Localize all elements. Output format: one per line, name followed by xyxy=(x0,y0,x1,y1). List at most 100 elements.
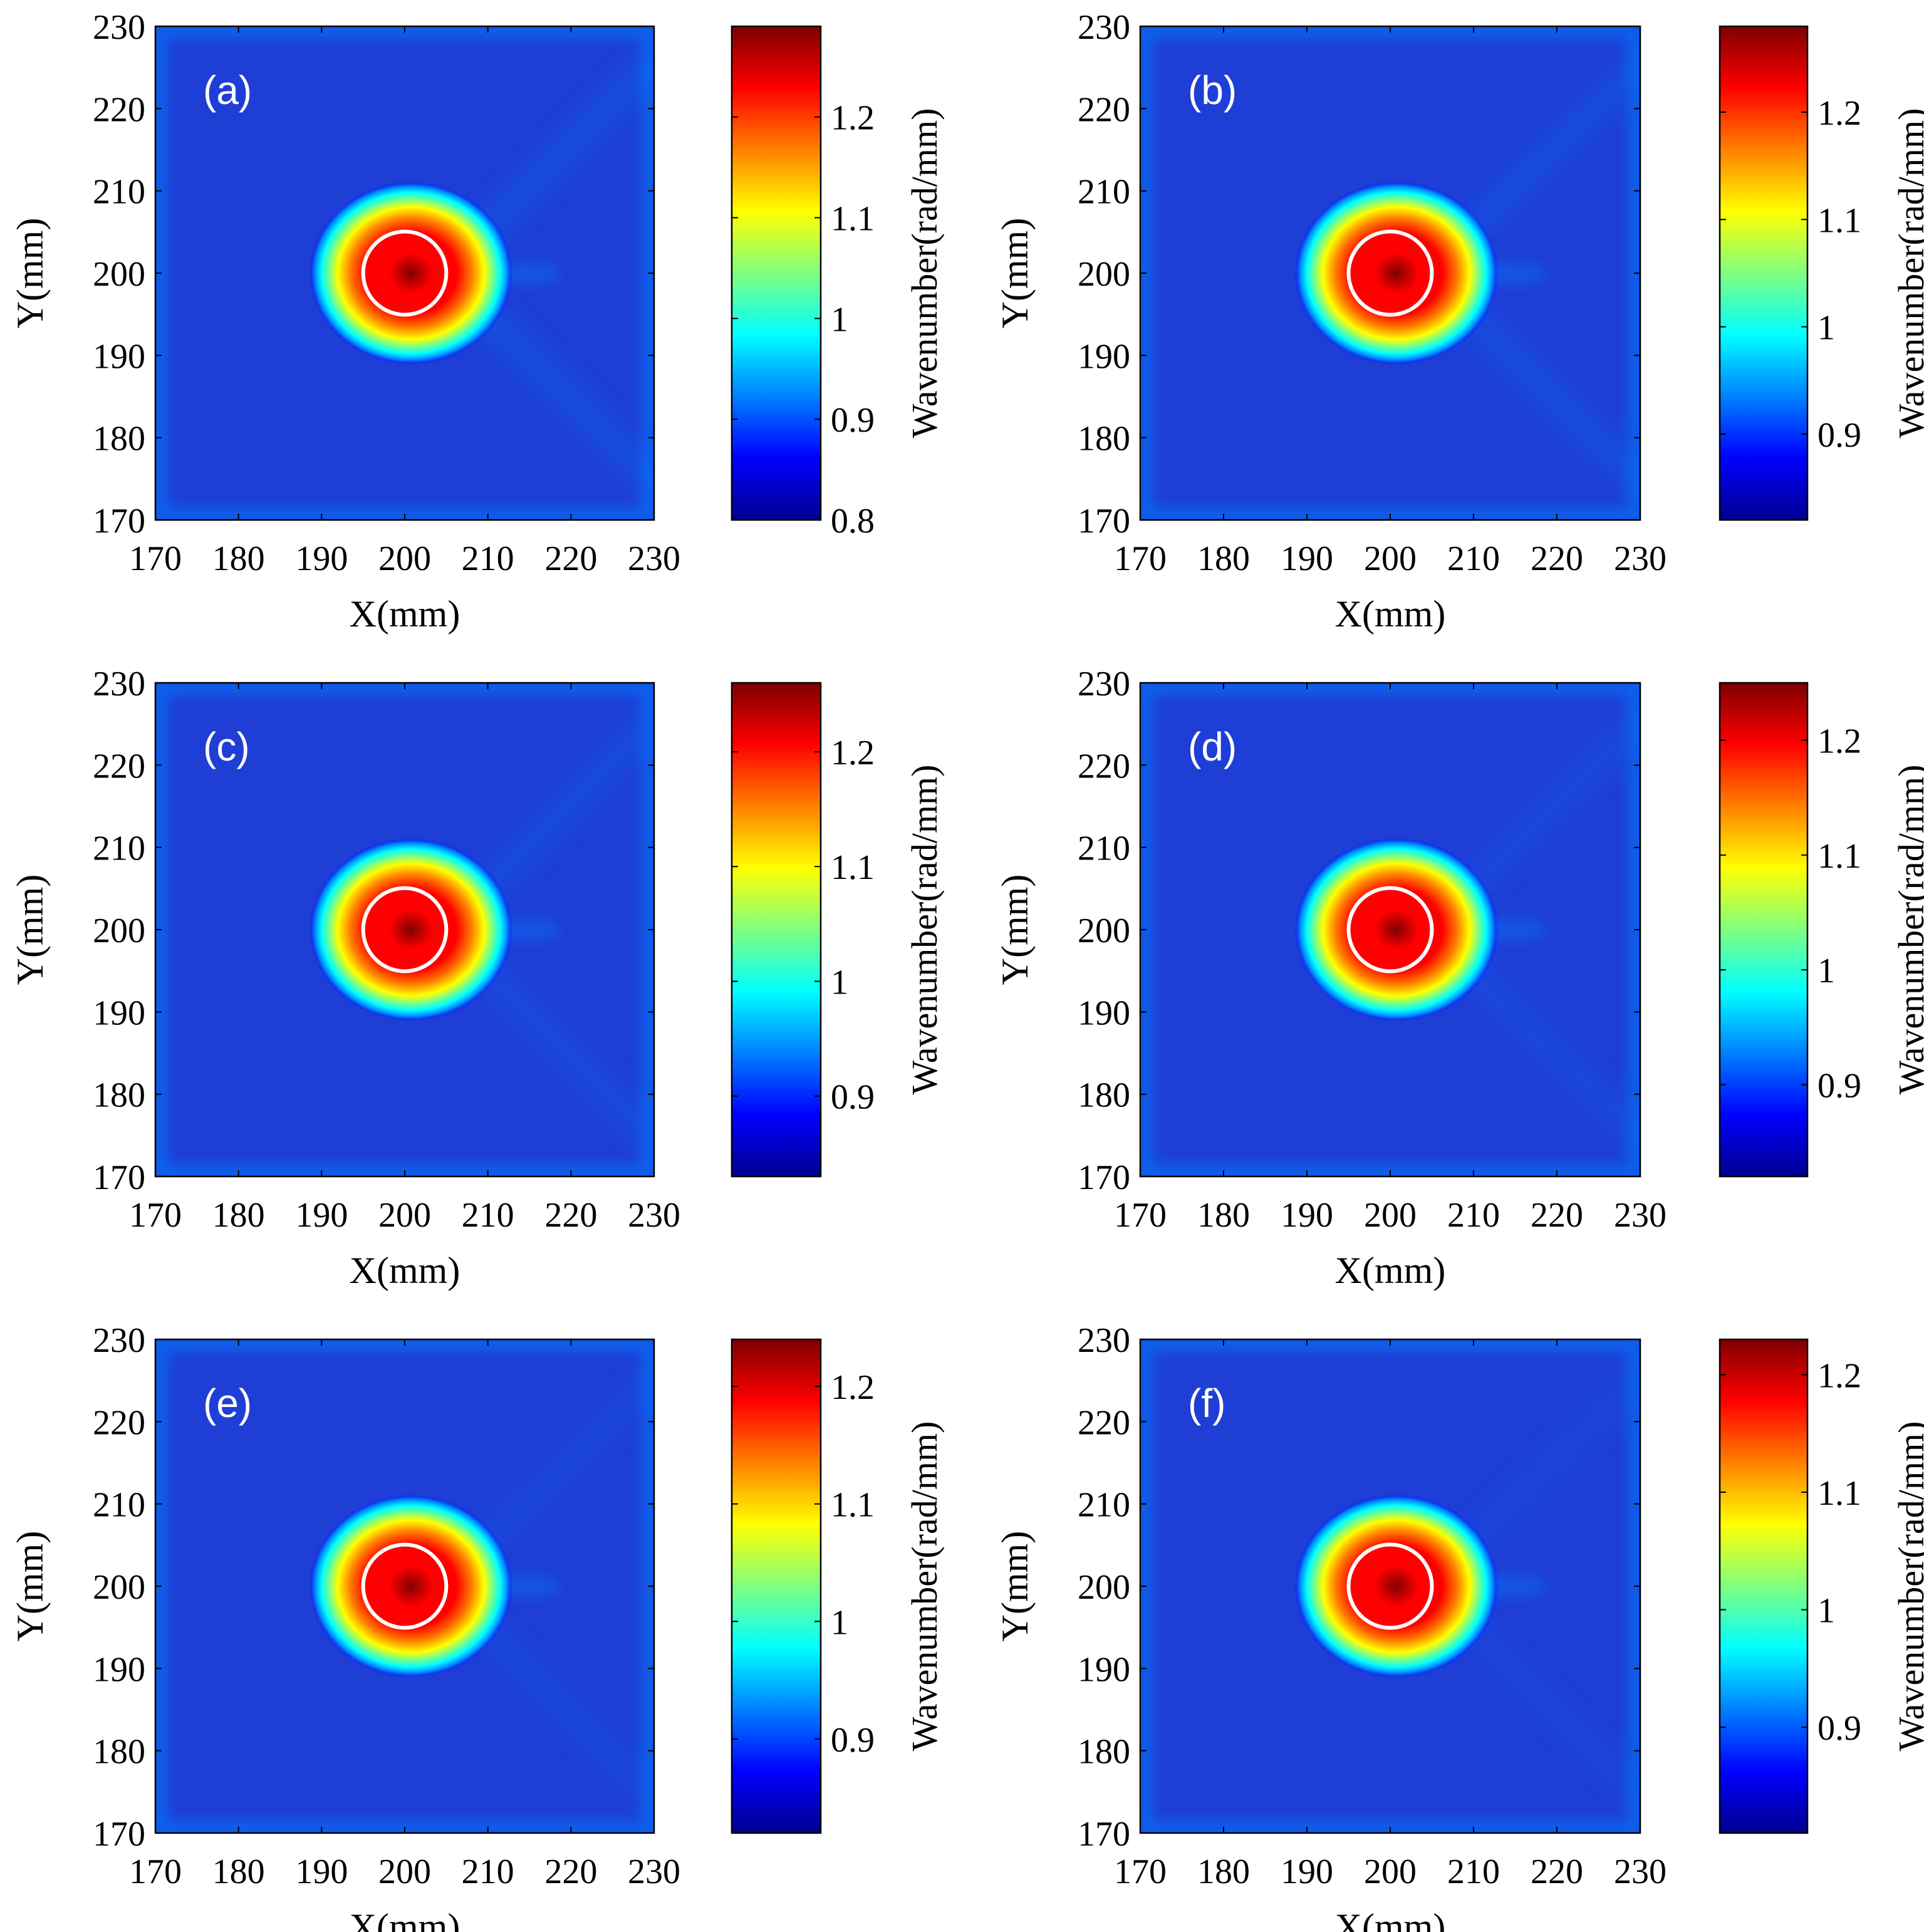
y-axis-label: Y(mm) xyxy=(9,1531,51,1642)
y-tick-label: 180 xyxy=(1078,1076,1130,1115)
x-tick-label: 170 xyxy=(1114,1852,1167,1891)
x-tick-label: 190 xyxy=(1281,1196,1333,1235)
panel-label: (b) xyxy=(1188,68,1237,113)
hotspot xyxy=(1294,181,1499,365)
x-tick-label: 230 xyxy=(1614,1196,1667,1235)
x-tick-label: 200 xyxy=(378,1196,431,1235)
colorbar-tick-label: 1 xyxy=(831,300,848,339)
x-tick-label: 230 xyxy=(628,1196,680,1235)
colorbar-label: Wavenumber(rad/mm) xyxy=(1891,1421,1924,1752)
defect-circle-marker xyxy=(1346,1542,1434,1630)
x-tick-label: 210 xyxy=(1447,1196,1500,1235)
colorbar-tick-label: 1 xyxy=(831,963,848,1002)
defect-circle-marker xyxy=(1346,886,1434,974)
x-tick-label: 220 xyxy=(544,1852,597,1891)
x-axis-label: X(mm) xyxy=(350,1250,460,1291)
x-tick-label: 170 xyxy=(129,539,182,578)
y-tick-label: 220 xyxy=(93,747,145,786)
x-tick-label: 200 xyxy=(1364,1196,1417,1235)
x-tick-label: 180 xyxy=(212,1852,265,1891)
colorbar-tick-label: 1.1 xyxy=(831,848,875,887)
y-tick-label: 170 xyxy=(93,502,145,541)
colorbar-tick-label: 0.9 xyxy=(831,401,875,440)
y-tick-label: 210 xyxy=(93,173,145,212)
y-axis-label: Y(mm) xyxy=(994,1531,1036,1642)
x-tick-label: 200 xyxy=(378,1852,431,1891)
y-tick-label: 210 xyxy=(93,1486,145,1525)
x-tick-label: 190 xyxy=(1281,1852,1333,1891)
heatmap-field xyxy=(1140,26,1640,520)
colorbar-frame xyxy=(731,25,822,521)
y-tick-label: 200 xyxy=(1078,255,1130,294)
colorbar-frame xyxy=(1719,25,1809,521)
x-tick-label: 170 xyxy=(1114,539,1167,578)
colorbar-gradient xyxy=(732,26,821,520)
y-tick-label: 230 xyxy=(93,1321,145,1360)
colorbar: 0.8 0.9 1 1.1 1.2 Wavenumber(rad/mm) xyxy=(731,25,945,541)
y-tick-label: 210 xyxy=(93,829,145,868)
colorbar-label: Wavenumber(rad/mm) xyxy=(904,765,945,1095)
defect-circle-marker xyxy=(361,886,449,974)
colorbar-label: Wavenumber(rad/mm) xyxy=(1891,765,1924,1095)
colorbar: 0.9 1 1.1 1.2 Wavenumber(rad/mm) xyxy=(1719,25,1924,521)
y-tick-label: 210 xyxy=(1078,1486,1130,1525)
colorbar: 0.9 1 1.1 1.2 Wavenumber(rad/mm) xyxy=(1719,1338,1924,1834)
panel-label: (e) xyxy=(203,1381,252,1426)
y-axis-label: Y(mm) xyxy=(994,218,1036,329)
colorbar-frame xyxy=(731,682,822,1178)
colorbar-tick-label: 0.9 xyxy=(1817,1066,1861,1105)
colorbar-tick-label: 1.2 xyxy=(1817,722,1861,761)
x-tick-label: 180 xyxy=(212,1196,265,1235)
x-tick-label: 200 xyxy=(378,539,431,578)
y-tick-label: 190 xyxy=(1078,994,1130,1032)
panel-label: (d) xyxy=(1188,724,1237,769)
x-axis-label: X(mm) xyxy=(1335,593,1446,635)
colorbar-tick-label: 1.2 xyxy=(1817,1356,1861,1395)
defect-circle-marker xyxy=(1346,229,1434,317)
colorbar-frame xyxy=(731,1338,822,1834)
x-tick-label: 170 xyxy=(129,1852,182,1891)
y-axis-label: Y(mm) xyxy=(9,875,51,985)
y-tick-label: 220 xyxy=(1078,90,1130,129)
colorbar-tick-label: 1.1 xyxy=(1817,201,1861,240)
y-tick-label: 180 xyxy=(93,1733,145,1772)
x-tick-label: 230 xyxy=(628,539,680,578)
y-tick-label: 210 xyxy=(1078,829,1130,868)
chart-panel: 170 180 190 200 210 220 230 170 180 190 200 210 220 2… xyxy=(994,8,1924,635)
panel-label: (f) xyxy=(1188,1381,1225,1426)
x-axis-label: X(mm) xyxy=(350,1906,460,1932)
y-tick-label: 230 xyxy=(1078,1321,1130,1360)
x-tick-label: 180 xyxy=(1197,539,1250,578)
x-tick-label: 220 xyxy=(1531,539,1583,578)
colorbar-gradient xyxy=(1720,26,1807,520)
hotspot xyxy=(309,1494,513,1678)
colorbar-label: Wavenumber(rad/mm) xyxy=(904,108,945,439)
panel-label: (a) xyxy=(203,68,252,113)
panel-label: (c) xyxy=(203,724,250,769)
x-tick-label: 210 xyxy=(1447,539,1500,578)
x-tick-label: 210 xyxy=(462,1196,514,1235)
chart-panel: 170 180 190 200 210 220 230 170 180 190 200 210 220 2… xyxy=(994,665,1924,1291)
y-tick-label: 210 xyxy=(1078,173,1130,212)
y-tick-label: 180 xyxy=(1078,1733,1130,1772)
colorbar-tick-label: 1.2 xyxy=(831,734,875,772)
colorbar-tick-label: 1.2 xyxy=(831,99,875,138)
y-tick-label: 220 xyxy=(1078,1403,1130,1442)
x-tick-label: 190 xyxy=(295,539,348,578)
x-tick-label: 220 xyxy=(544,539,597,578)
panels: 170 180 190 200 210 220 230 170 180 190 200 210 220 2… xyxy=(9,8,1924,1932)
colorbar-gradient xyxy=(732,683,821,1176)
colorbar-label: Wavenumber(rad/mm) xyxy=(1891,108,1924,439)
x-tick-label: 230 xyxy=(1614,539,1667,578)
colorbar-tick-label: 1.1 xyxy=(1817,837,1861,876)
y-tick-label: 170 xyxy=(1078,502,1130,541)
hotspot xyxy=(309,838,513,1022)
hotspot xyxy=(309,181,513,365)
colorbar-tick-label: 1.2 xyxy=(1817,94,1861,133)
x-axis-label: X(mm) xyxy=(1335,1906,1446,1932)
x-tick-label: 220 xyxy=(1531,1196,1583,1235)
y-tick-label: 200 xyxy=(93,1568,145,1607)
x-axis-label: X(mm) xyxy=(1335,1250,1446,1291)
y-tick-label: 230 xyxy=(93,8,145,47)
colorbar: 0.9 1 1.1 1.2 Wavenumber(rad/mm) xyxy=(731,1338,945,1834)
